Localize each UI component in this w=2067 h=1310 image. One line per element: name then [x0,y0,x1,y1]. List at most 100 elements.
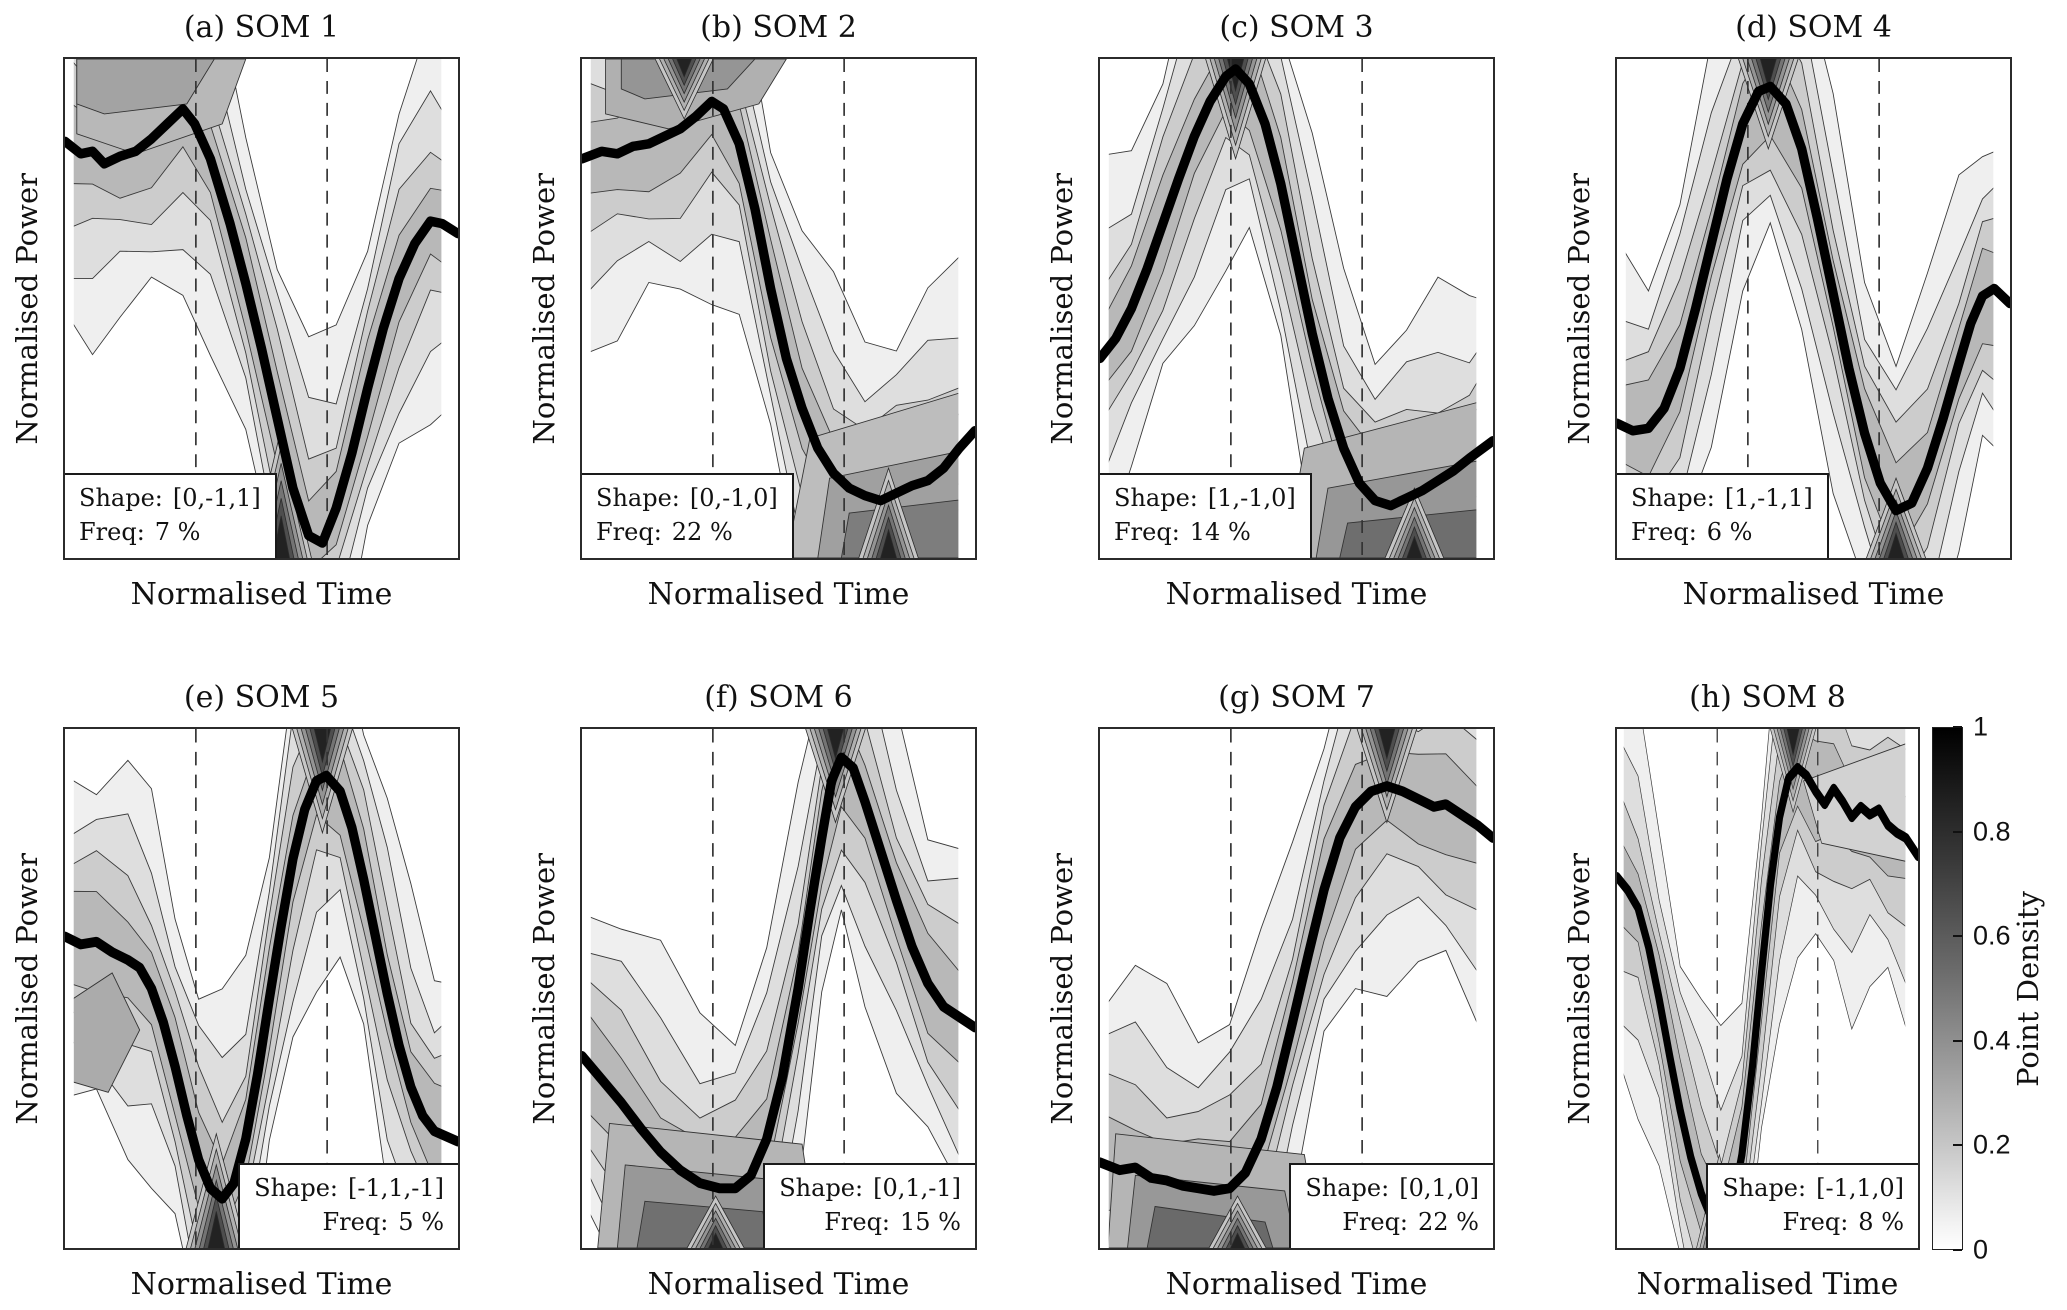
freq-prefix: Freq: [79,517,145,546]
shape-value: [0,1,-1] [873,1173,961,1202]
y-axis-label: Normalised Power [524,727,564,1250]
colorbar-tick-mark [1953,935,1962,938]
som-curve [1617,81,2010,516]
density-contour-svg [582,729,975,1248]
density-wedge [1406,535,1423,558]
shape-value: [0,-1,0] [689,483,778,512]
shape-line: Shape: [0,1,0] [1305,1171,1479,1205]
plot-area: Shape: [0,-1,1] Freq: 7 % [63,57,460,560]
colorbar-tick-label: 0 [1973,1234,1989,1265]
shape-line: Shape: [0,-1,0] [596,481,778,515]
freq-line: Freq: 6 % [1631,515,1813,549]
colorbar-tick-label: 0.4 [1973,1025,2011,1056]
shape-freq-box: Shape: [0,-1,0] Freq: 22 % [582,472,794,558]
freq-value: 22 % [1418,1207,1479,1236]
som-curve [65,104,458,548]
colorbar-tick-mark [1953,1144,1962,1147]
shape-prefix: Shape: [779,1173,864,1202]
freq-value: 8 % [1858,1207,1904,1236]
y-axis-label: Normalised Power [7,57,47,560]
density-wedge [207,1211,225,1248]
panel-title: (d) SOM 4 [1735,10,1892,45]
panel-title: (c) SOM 3 [1219,10,1374,45]
freq-prefix: Freq: [1114,517,1180,546]
panel-title: (g) SOM 7 [1218,680,1375,715]
x-axis-label: Normalised Time [647,577,910,612]
y-axis-label-text: Normalised Power [10,852,44,1125]
freq-line: Freq: 14 % [1114,515,1296,549]
plot-area: Shape: [0,1,-1] Freq: 15 % [580,727,977,1250]
som-curve [582,96,975,506]
panel-som-7: (g) SOM 7 Normalised Power Shape: [0,1,0] Fr… [1045,680,1495,1302]
freq-prefix: Freq: [1342,1207,1409,1236]
shape-freq-box: Shape: [0,1,0] Freq: 22 % [1289,1162,1493,1248]
x-axis-label: Normalised Time [130,577,393,612]
density-wedge [1786,729,1800,757]
panel-title: (h) SOM 8 [1689,680,1846,715]
y-axis-label: Normalised Power [1559,727,1599,1250]
density-contours [73,729,442,1248]
density-contour-svg [65,59,458,558]
density-contour-svg [1100,59,1493,558]
colorbar-tick-mark [1953,1039,1962,1042]
freq-value: 6 % [1706,517,1753,546]
x-axis-label: Normalised Time [1636,1267,1899,1302]
shape-freq-box: Shape: [1,-1,1] Freq: 6 % [1617,472,1829,558]
shape-line: Shape: [0,-1,1] [79,481,261,515]
density-wedge [1378,729,1396,760]
shape-value: [0,1,0] [1399,1173,1479,1202]
freq-line: Freq: 8 % [1722,1205,1904,1239]
panel-title: (b) SOM 2 [700,10,857,45]
density-contour-svg [1100,729,1493,1248]
freq-prefix: Freq: [596,517,662,546]
freq-value: 22 % [671,517,733,546]
density-wedge [1759,59,1777,89]
colorbar-tick-mark [1953,726,1962,728]
y-axis-label: Normalised Power [524,57,564,560]
y-axis-label-text: Normalised Power [1045,172,1079,445]
contour-band [1623,729,1906,1248]
density-wedge [880,528,897,558]
plot-area: Shape: [-1,1,0] Freq: 8 % [1615,727,1920,1250]
shape-prefix: Shape: [254,1173,338,1202]
freq-value: 7 % [154,517,201,546]
panel-title: (a) SOM 1 [183,10,340,45]
y-axis-label: Normalised Power [1042,727,1082,1250]
freq-line: Freq: 5 % [254,1205,444,1239]
shape-line: Shape: [-1,1,0] [1722,1171,1904,1205]
x-axis-label: Normalised Time [1682,577,1945,612]
plot-area: Shape: [1,-1,0] Freq: 14 % [1098,57,1495,560]
y-axis-label: Normalised Power [7,727,47,1250]
som-curve [1100,781,1493,1196]
shape-freq-box: Shape: [-1,1,0] Freq: 8 % [1706,1162,1918,1248]
freq-prefix: Freq: [1782,1207,1849,1236]
colorbar-tick-label: 0.8 [1973,816,2011,847]
freq-line: Freq: 22 % [596,515,778,549]
shape-freq-box: Shape: [0,1,-1] Freq: 15 % [763,1162,975,1248]
density-patch [73,972,141,1093]
shape-prefix: Shape: [1305,1173,1390,1202]
density-patch [1803,743,1906,862]
x-axis-label: Normalised Time [130,1267,393,1302]
contour-band [590,729,959,1248]
som-curve [1617,762,1918,1235]
freq-value: 15 % [900,1207,961,1236]
colorbar-tick-label: 0.2 [1973,1129,2011,1160]
shape-value: [1,-1,0] [1207,483,1296,512]
panel-title: (e) SOM 5 [183,680,340,715]
shape-prefix: Shape: [79,483,163,512]
density-contour-svg [65,729,458,1248]
colorbar-tick-label: 0.6 [1973,920,2011,951]
density-wedge [676,59,692,78]
shape-value: [0,-1,1] [172,483,261,512]
som-curve [1100,64,1493,511]
som-curve [582,752,975,1194]
freq-prefix: Freq: [1631,517,1697,546]
density-wedge [827,729,844,760]
plot-area: Shape: [1,-1,1] Freq: 6 % [1615,57,2012,560]
freq-line: Freq: 15 % [779,1205,961,1239]
som-curve [65,770,458,1204]
panel-som-3: (c) SOM 3 Normalised Power Shape: [1,-1,0] F… [1045,10,1495,612]
plot-area: Shape: [0,-1,0] Freq: 22 % [580,57,977,560]
y-axis-label-text: Normalised Power [10,172,44,445]
